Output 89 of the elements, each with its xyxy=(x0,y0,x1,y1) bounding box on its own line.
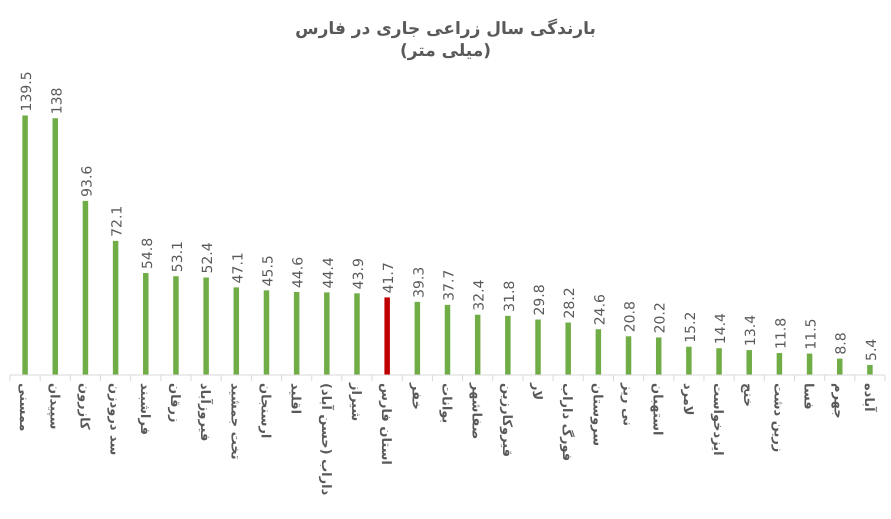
data-label: 43.9 xyxy=(350,258,367,290)
x-tick-label: زرقان xyxy=(166,383,182,422)
data-label: 8.8 xyxy=(834,332,850,355)
data-label: 14.4 xyxy=(713,312,730,344)
data-label: 11.8 xyxy=(773,318,790,350)
data-label: 54.8 xyxy=(140,238,156,270)
x-tick-label: شیراز xyxy=(348,382,363,422)
data-label: 28.2 xyxy=(562,287,578,319)
x-tick-label: فیروزآباد xyxy=(197,383,214,442)
bar xyxy=(264,290,270,375)
data-label: 72.1 xyxy=(110,206,126,237)
bar xyxy=(596,329,602,375)
bar xyxy=(112,240,118,375)
bar xyxy=(143,273,149,375)
data-label: 29.8 xyxy=(532,284,548,316)
bar xyxy=(82,200,88,375)
data-label: 44.4 xyxy=(320,257,337,288)
data-label: 31.8 xyxy=(502,280,518,312)
bar xyxy=(686,346,692,375)
bar xyxy=(234,287,240,375)
data-label: 45.5 xyxy=(260,255,276,286)
x-tick-label: کازرون xyxy=(76,383,92,430)
bar xyxy=(22,115,28,375)
data-label: 47.1 xyxy=(230,252,246,284)
bar xyxy=(535,320,541,375)
data-label: 13.4 xyxy=(743,314,760,346)
bar xyxy=(294,292,300,375)
data-label: 53.1 xyxy=(170,241,186,272)
x-tick-label: خنج xyxy=(740,383,756,408)
x-tick-label: آباده xyxy=(860,383,878,412)
bar xyxy=(565,322,571,375)
x-tick-label: ایزدخواست xyxy=(710,383,726,456)
data-label: 37.7 xyxy=(442,270,458,301)
x-tick-label: زرین دشت xyxy=(770,383,786,452)
bar xyxy=(806,354,812,375)
bar xyxy=(867,364,873,375)
data-label: 139.5 xyxy=(19,71,36,112)
bar xyxy=(354,293,360,375)
bar xyxy=(776,353,782,375)
data-label: 20.2 xyxy=(652,302,669,334)
x-tick-label: فورگ داراب xyxy=(559,383,576,462)
bar xyxy=(444,304,450,375)
x-tick-label: تخت جمشید xyxy=(227,383,242,460)
x-tick-label: بوانات xyxy=(438,383,454,424)
x-tick-label: صفاشهر xyxy=(468,382,484,440)
x-tick-label: قیروکارزین xyxy=(498,383,514,457)
data-label: 39.3 xyxy=(411,266,428,298)
bar xyxy=(173,276,179,375)
bar xyxy=(836,358,842,375)
x-tick-label: لار xyxy=(529,382,544,400)
data-label: 32.4 xyxy=(472,279,488,311)
data-label: 41.7 xyxy=(381,262,398,294)
data-label: 24.6 xyxy=(592,294,608,326)
x-tick-label: ممسنی xyxy=(16,383,32,432)
bar xyxy=(505,316,511,375)
x-tick-label: نی ریز xyxy=(620,382,635,426)
bar xyxy=(746,350,752,375)
data-label: 93.6 xyxy=(79,166,96,197)
x-tick-label: استهبان xyxy=(650,383,665,436)
bar xyxy=(626,336,632,375)
bar xyxy=(52,118,58,375)
x-tick-label: استان فارس xyxy=(378,383,394,465)
data-label: 11.5 xyxy=(804,318,820,350)
x-tick-label: فراشبند xyxy=(136,383,152,435)
bar xyxy=(474,314,480,375)
bar xyxy=(656,337,662,375)
x-tick-label: سپیدان xyxy=(46,383,62,430)
x-tick-label: خفر xyxy=(408,382,424,410)
x-tick-label: داراب (حسن آباد) xyxy=(318,383,335,496)
bar xyxy=(716,348,722,375)
data-label: 138 xyxy=(49,88,66,114)
x-tick-label: فسا xyxy=(800,383,816,410)
x-tick-label: جهرم xyxy=(830,383,846,419)
bar xyxy=(324,292,330,375)
data-label: 52.4 xyxy=(200,242,216,274)
x-tick-label: ارسنجان xyxy=(257,383,272,438)
x-tick-label: لامرد xyxy=(680,383,695,416)
bar xyxy=(414,302,420,375)
bar xyxy=(384,297,390,375)
data-label: 44.6 xyxy=(290,256,307,288)
data-label: 15.2 xyxy=(682,312,699,343)
chart-title: بارندگی سال زراعی جاری در فارس xyxy=(295,18,596,39)
chart-subtitle: (میلی متر) xyxy=(400,41,492,61)
x-tick-label: سروستان xyxy=(589,383,604,446)
data-label: 5.4 xyxy=(864,338,880,361)
data-label: 20.8 xyxy=(622,301,639,332)
x-tick-label: اقلید xyxy=(288,383,303,414)
bar xyxy=(203,278,209,375)
x-tick-label: سد درودزن xyxy=(106,383,122,456)
